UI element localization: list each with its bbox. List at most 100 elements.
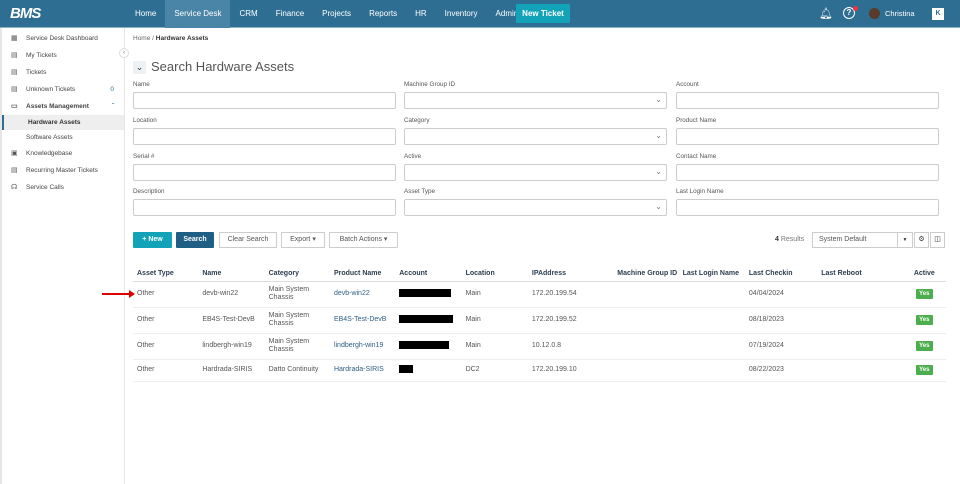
nav-projects[interactable]: Projects [322, 9, 352, 18]
chevron-down-icon[interactable]: ⌄ [133, 61, 146, 74]
sidebar-item-label: Recurring Master Tickets [26, 167, 98, 174]
nav-hr[interactable]: HR [415, 9, 427, 18]
breadcrumb-current: Hardware Assets [155, 35, 209, 42]
cell-account [395, 281, 462, 308]
sidebar-item-tickets[interactable]: ▤ Tickets [2, 64, 124, 81]
chevron-up-icon[interactable]: ˆ [111, 103, 114, 110]
chevron-down-icon: ⌄ [655, 95, 662, 104]
nav-service-desk[interactable]: Service Desk [165, 0, 231, 28]
column-header[interactable]: Account [395, 266, 462, 282]
description-input[interactable] [133, 199, 396, 216]
name-input[interactable] [133, 92, 396, 109]
new-ticket-button[interactable]: New Ticket [516, 4, 570, 23]
cell-category: Main System Chassis [264, 333, 330, 360]
cell-asset-type: Other [133, 359, 199, 382]
product-name-input[interactable] [676, 128, 939, 145]
column-header[interactable]: Last Checkin [744, 266, 818, 282]
sidebar-item-software-assets[interactable]: Software Assets [2, 130, 124, 145]
nav-reports[interactable]: Reports [369, 9, 398, 18]
dropdown-caret-icon[interactable]: ▼ [898, 232, 913, 248]
column-header[interactable]: Asset Type [133, 266, 199, 282]
cell-product-name[interactable]: Hardrada-SIRIS [329, 359, 396, 382]
batch-actions-button[interactable]: Batch Actions ▾ [329, 232, 398, 248]
nav-crm[interactable]: CRM [239, 9, 258, 18]
column-header[interactable]: Category [264, 266, 330, 282]
active-select[interactable]: ⌄ [404, 164, 667, 181]
avatar[interactable] [869, 8, 880, 19]
column-header[interactable]: Last Login Name [678, 266, 745, 282]
cell-machine-group-id [613, 359, 679, 382]
chevron-down-icon: ⌄ [655, 202, 662, 211]
cell-product-name[interactable]: EB4S-Test-DevB [329, 307, 396, 334]
view-select[interactable]: System Default [812, 232, 898, 248]
export-button[interactable]: Export ▾ [281, 232, 325, 248]
new-button[interactable]: + New [133, 232, 172, 248]
nav-admin[interactable]: Admin [495, 9, 519, 18]
sidebar-item-assets-management[interactable]: ▭ Assets Management ˆ [2, 98, 124, 115]
column-header[interactable]: IPAddress [527, 266, 614, 282]
sidebar-item-label: My Tickets [26, 52, 57, 59]
cell-ipaddress: 172.20.199.54 [527, 281, 614, 308]
column-header[interactable]: Last Reboot [817, 266, 903, 282]
column-header[interactable]: Location [461, 266, 528, 282]
column-header[interactable]: Machine Group ID [613, 266, 679, 282]
sidebar-item-service-calls[interactable]: ☊ Service Calls [2, 179, 124, 196]
table-row[interactable]: Other lindbergh-win19 Main System Chassis l… [133, 333, 946, 360]
gear-icon[interactable]: ⚙ [914, 232, 929, 248]
sidebar-item-my-tickets[interactable]: ▤ My Tickets [2, 47, 124, 64]
redacted-block [399, 288, 452, 297]
category-label: Category [404, 117, 430, 124]
nav-inventory[interactable]: Inventory [444, 9, 478, 18]
cell-product-name[interactable]: devb-win22 [329, 281, 396, 308]
status-badge: Yes [916, 315, 933, 325]
cell-machine-group-id [613, 307, 679, 334]
clear-search-button[interactable]: Clear Search [219, 232, 277, 248]
nav-finance[interactable]: Finance [275, 9, 305, 18]
nav-home[interactable]: Home [135, 9, 157, 18]
contact-name-input[interactable] [676, 164, 939, 181]
serial-input[interactable] [133, 164, 396, 181]
cell-category: Main System Chassis [264, 281, 330, 308]
location-input[interactable] [133, 128, 396, 145]
cell-name: lindbergh-win19 [198, 333, 265, 360]
table-row[interactable]: Other EB4S-Test-DevB Main System Chassis EB… [133, 307, 946, 334]
cell-ipaddress: 10.12.0.8 [527, 333, 614, 360]
cell-location: Main [461, 281, 528, 308]
category-select[interactable]: ⌄ [404, 128, 667, 145]
sidebar-item-hardware-assets[interactable]: Hardware Assets [2, 115, 124, 130]
asset-type-select[interactable]: ⌄ [404, 199, 667, 216]
name-label: Name [133, 81, 150, 88]
column-header[interactable]: Name [198, 266, 265, 282]
logo[interactable]: BMS [10, 5, 41, 22]
account-input[interactable] [676, 92, 939, 109]
dashboard-icon: ▦ [11, 35, 18, 42]
sidebar-item-unknown-tickets[interactable]: ▤ Unknown Tickets 0 [2, 81, 124, 98]
table-row[interactable]: Other Hardrada-SIRIS Datto Continuity Hardr… [133, 359, 946, 382]
search-button[interactable]: Search [176, 232, 214, 248]
sidebar-item-service-desk-dashboard[interactable]: ▦ Service Desk Dashboard [2, 30, 124, 47]
collapse-sidebar-button[interactable]: ‹ [119, 48, 129, 58]
user-name[interactable]: Christina [885, 9, 915, 18]
sidebar-item-label: Unknown Tickets [26, 86, 76, 93]
columns-icon[interactable]: ◫ [930, 232, 945, 248]
headset-icon: ☊ [11, 184, 18, 191]
machine-group-id-label: Machine Group ID [404, 81, 456, 88]
help-icon[interactable]: ? [843, 7, 855, 19]
book-icon: ▣ [11, 150, 18, 157]
sidebar-item-label: Software Assets [26, 134, 73, 141]
cell-product-name[interactable]: lindbergh-win19 [329, 333, 396, 360]
app-switcher-icon[interactable]: K [932, 8, 944, 20]
table-row[interactable]: Other devb-win22 Main System Chassis devb-w… [133, 281, 946, 308]
breadcrumb-home[interactable]: Home [133, 35, 151, 42]
cell-name: devb-win22 [198, 281, 265, 308]
sidebar-item-knowledgebase[interactable]: ▣ Knowledgebase [2, 145, 124, 162]
sidebar: ▦ Service Desk Dashboard ▤ My Tickets ▤ Ticke… [0, 28, 125, 484]
asset-type-label: Asset Type [404, 188, 436, 195]
cell-last-reboot [817, 359, 903, 382]
sidebar-item-recurring-master-tickets[interactable]: ▤ Recurring Master Tickets [2, 162, 124, 179]
last-login-name-input[interactable] [676, 199, 939, 216]
bell-icon[interactable]: 🔔︎ [819, 8, 833, 20]
column-header[interactable]: Product Name [329, 266, 396, 282]
machine-group-id-select[interactable]: ⌄ [404, 92, 667, 109]
column-header[interactable]: Active [902, 266, 946, 282]
